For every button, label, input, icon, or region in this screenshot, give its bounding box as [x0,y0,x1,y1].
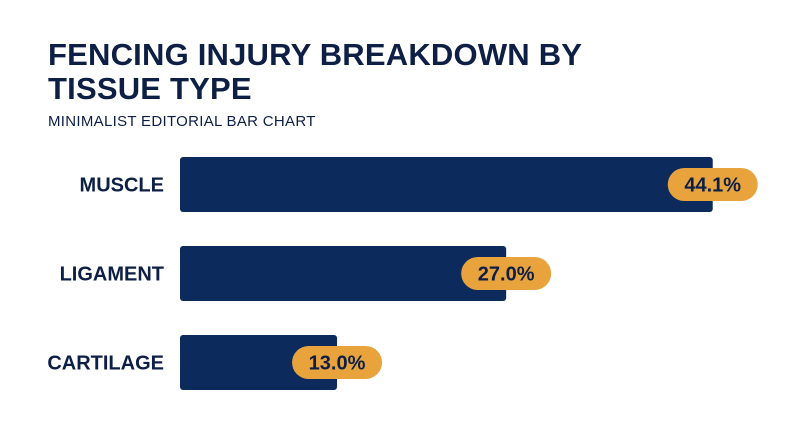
value-label-ligament: 27.0% [478,264,535,286]
value-label-muscle: 44.1% [684,175,741,197]
bar-muscle [180,157,713,212]
value-badge-ligament [461,257,552,290]
bar-cartilage [180,335,338,390]
value-badge-muscle [667,168,758,201]
category-label-muscle: MUSCLE [80,175,164,197]
value-label-cartilage: 13.0% [309,353,366,375]
value-badge-cartilage [292,346,383,379]
chart-subtitle: MINIMALIST EDITORIAL BAR CHART [48,113,316,130]
category-label-cartilage: CARTILAGE [47,353,164,375]
bar-ligament [180,246,507,301]
chart-title: FENCING INJURY BREAKDOWN BY TISSUE TYPE [48,37,582,106]
category-label-ligament: LIGAMENT [60,264,164,286]
